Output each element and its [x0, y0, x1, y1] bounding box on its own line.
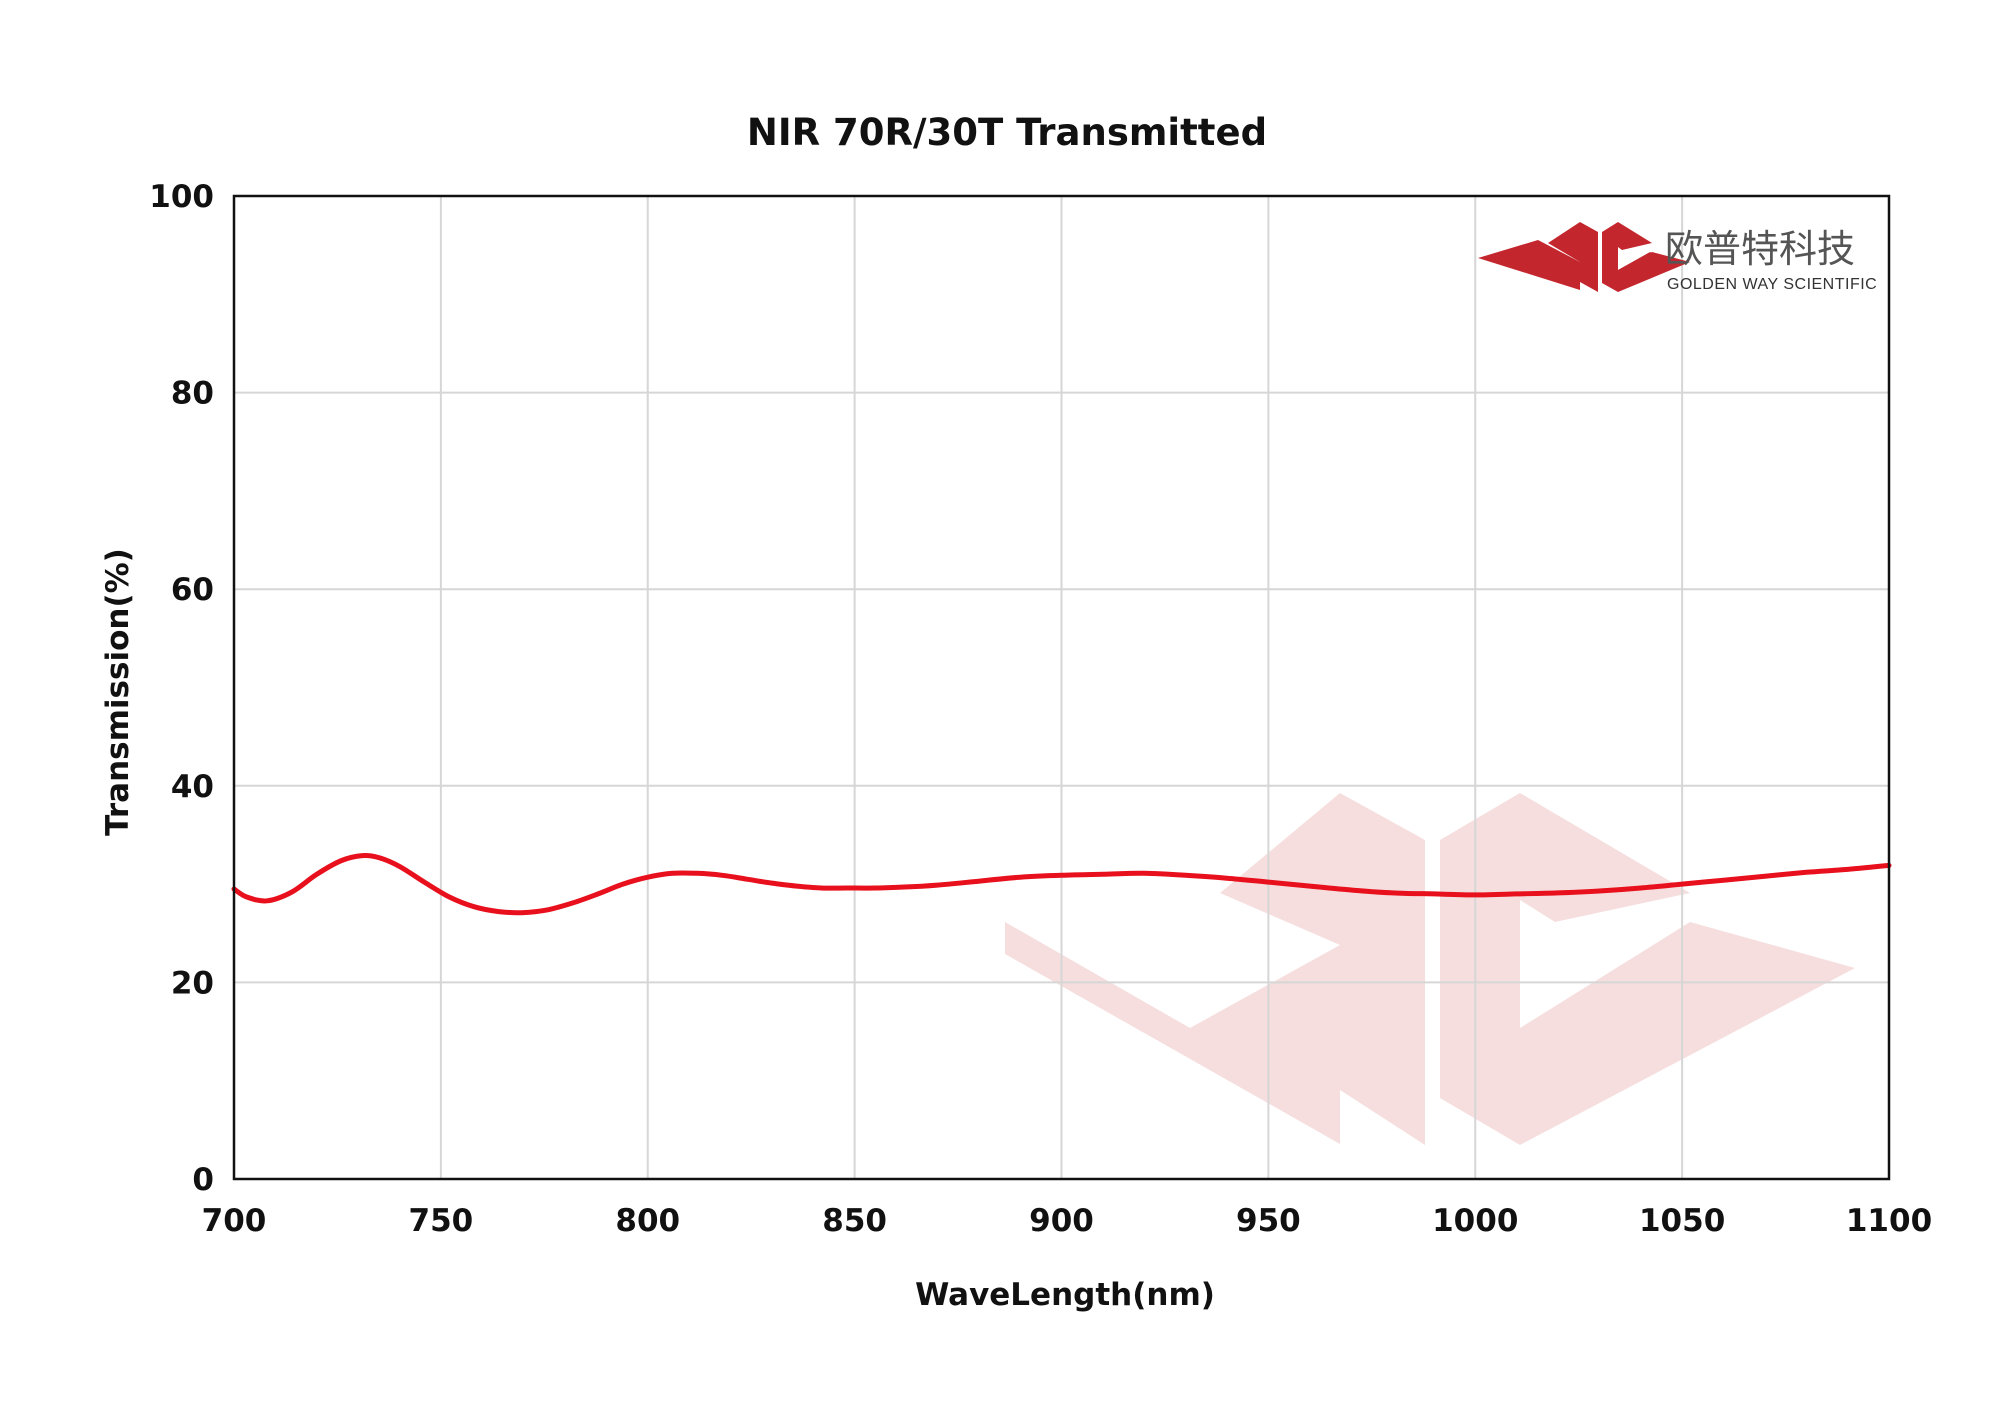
y-tick-label: 100	[149, 179, 214, 215]
x-tick-label: 950	[1236, 1203, 1301, 1239]
x-tick-label: 1000	[1432, 1203, 1518, 1239]
y-tick-label: 20	[171, 965, 214, 1001]
y-tick-label: 40	[171, 769, 214, 805]
company-logo: 欧普特科技 GOLDEN WAY SCIENTIFIC	[1478, 222, 1877, 293]
x-tick-label: 850	[822, 1203, 887, 1239]
logo-mark-left	[1478, 240, 1580, 290]
chart-title: NIR 70R/30T Transmitted	[747, 111, 1267, 154]
y-axis-label: Transmission(%)	[100, 548, 136, 836]
logo-english-name: GOLDEN WAY SCIENTIFIC	[1667, 276, 1877, 293]
y-tick-label: 80	[171, 376, 214, 412]
y-tick-label: 0	[192, 1162, 214, 1198]
x-tick-label: 700	[202, 1203, 267, 1239]
y-tick-label: 60	[171, 572, 214, 608]
y-tick-labels: 0 20 40 60 80 100	[149, 179, 214, 1198]
series-layer	[231, 852, 1892, 916]
plot-frame	[232, 194, 1891, 1181]
series-line	[231, 852, 1892, 916]
logo-mark-c	[1602, 222, 1652, 292]
logo-mark-tail	[1618, 252, 1690, 292]
x-tick-label: 750	[409, 1203, 474, 1239]
x-tick-label: 1100	[1846, 1203, 1932, 1239]
x-tick-label: 800	[615, 1203, 680, 1239]
x-tick-label: 900	[1029, 1203, 1094, 1239]
x-tick-labels: 700 750 800 850 900 950 1000 1050 1100	[202, 1203, 1933, 1239]
logo-chinese-name: 欧普特科技	[1665, 227, 1855, 271]
x-tick-label: 1050	[1639, 1203, 1725, 1239]
x-axis-label: WaveLength(nm)	[915, 1277, 1215, 1313]
logo-mark-j	[1548, 222, 1598, 292]
